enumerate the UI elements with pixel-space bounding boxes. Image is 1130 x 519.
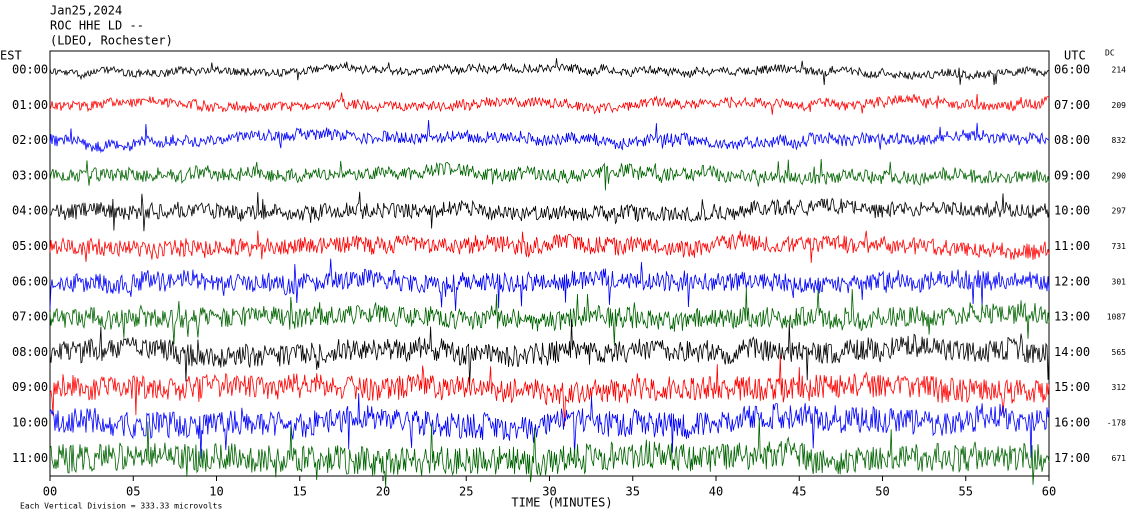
est-label: 00:00 — [12, 63, 48, 77]
dc-value: 290 — [1112, 171, 1127, 180]
est-label: 06:00 — [12, 274, 48, 288]
title-line: Jan25,2024 — [50, 4, 122, 18]
est-label: 08:00 — [12, 345, 48, 359]
x-tick-label: 55 — [959, 485, 973, 499]
utc-label: 17:00 — [1054, 451, 1090, 465]
trace — [49, 393, 1050, 459]
utc-label: 06:00 — [1054, 63, 1090, 77]
est-label: 07:00 — [12, 310, 48, 324]
x-tick-label: 05 — [126, 485, 140, 499]
x-tick-label: 10 — [209, 485, 223, 499]
est-label: 03:00 — [12, 168, 48, 182]
trace — [49, 319, 1050, 386]
utc-label: 16:00 — [1054, 416, 1090, 430]
dc-value: 1087 — [1107, 313, 1126, 322]
plot-frame — [49, 50, 1050, 477]
left-header: EST — [0, 49, 22, 63]
x-tick-label: 60 — [1042, 485, 1056, 499]
trace — [49, 191, 1050, 232]
x-tick-label: 00 — [43, 485, 57, 499]
trace — [49, 354, 1050, 427]
trace — [49, 417, 1050, 488]
trace — [49, 287, 1050, 346]
utc-label: 11:00 — [1054, 239, 1090, 253]
trace — [49, 230, 1050, 263]
dc-header: DC — [1105, 49, 1115, 58]
utc-label: 09:00 — [1054, 168, 1090, 182]
utc-label: 12:00 — [1054, 274, 1090, 288]
utc-label: 08:00 — [1054, 133, 1090, 147]
x-tick-label: 20 — [376, 485, 390, 499]
trace — [49, 92, 1050, 115]
dc-value: -178 — [1107, 419, 1126, 428]
trace — [49, 58, 1050, 86]
dc-value: 301 — [1112, 277, 1127, 286]
utc-label: 15:00 — [1054, 380, 1090, 394]
x-tick-label: 15 — [293, 485, 307, 499]
title-line: ROC HHE LD -- — [50, 19, 144, 33]
x-tick-label: 25 — [459, 485, 473, 499]
est-label: 05:00 — [12, 239, 48, 253]
x-tick-label: 35 — [626, 485, 640, 499]
dc-value: 671 — [1112, 454, 1127, 463]
x-tick-label: 40 — [709, 485, 723, 499]
dc-value: 565 — [1112, 348, 1127, 357]
title-line: (LDEO, Rochester) — [50, 34, 173, 48]
utc-label: 10:00 — [1054, 204, 1090, 218]
x-tick-label: 30 — [542, 485, 556, 499]
right-header: UTC — [1064, 49, 1086, 63]
dc-value: 209 — [1112, 101, 1127, 110]
x-axis-label: TIME (MINUTES) — [511, 496, 612, 510]
est-label: 02:00 — [12, 133, 48, 147]
est-label: 01:00 — [12, 98, 48, 112]
utc-label: 14:00 — [1054, 345, 1090, 359]
est-label: 10:00 — [12, 416, 48, 430]
dc-value: 214 — [1112, 66, 1127, 75]
x-tick-label: 45 — [792, 485, 806, 499]
trace — [49, 258, 1050, 312]
dc-value: 832 — [1112, 136, 1127, 145]
dc-value: 297 — [1112, 207, 1127, 216]
est-label: 04:00 — [12, 204, 48, 218]
dc-value: 731 — [1112, 242, 1127, 251]
utc-label: 13:00 — [1054, 310, 1090, 324]
trace — [49, 158, 1050, 191]
dc-value: 312 — [1112, 383, 1127, 392]
trace — [49, 119, 1050, 154]
utc-label: 07:00 — [1054, 98, 1090, 112]
est-label: 11:00 — [12, 451, 48, 465]
footnote: Each Vertical Division = 333.33 microvol… — [20, 502, 222, 511]
est-label: 09:00 — [12, 380, 48, 394]
x-tick-label: 50 — [875, 485, 889, 499]
